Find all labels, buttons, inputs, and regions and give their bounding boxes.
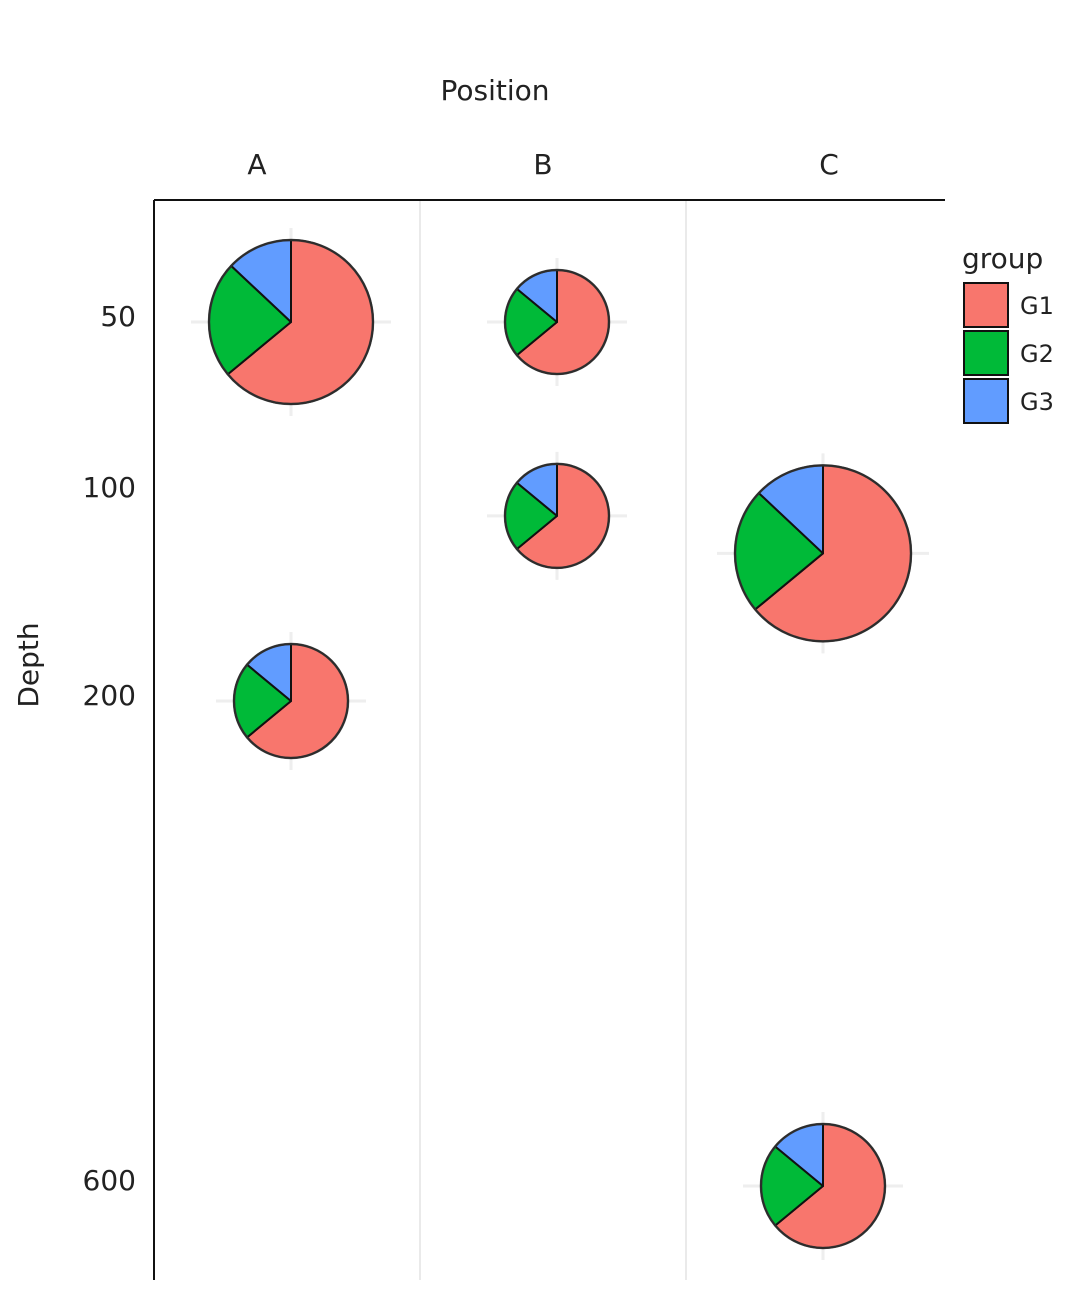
pie-outline [733,464,913,643]
pie-outline [207,238,375,406]
pie-outline [232,642,350,760]
pie-outline [503,268,611,376]
x-tick-label: B [533,148,552,181]
legend-title: group [962,242,1043,275]
legend-key [963,282,1009,328]
y-tick-label: 100 [83,471,136,504]
legend-key [963,330,1009,376]
y-tick-label: 600 [83,1164,136,1197]
pie-outline [503,462,611,570]
x-tick-label: A [247,148,266,181]
legend-label: G2 [1020,340,1054,368]
legend-label: G1 [1020,292,1054,320]
x-axis-label: Position [440,74,549,107]
x-tick-label: C [819,148,839,181]
legend-key [963,378,1009,424]
y-axis-label: Depth [12,622,45,707]
legend-label: G3 [1020,388,1054,416]
y-tick-label: 200 [83,679,136,712]
pie-outline [759,1122,887,1250]
y-tick-label: 50 [100,300,136,333]
